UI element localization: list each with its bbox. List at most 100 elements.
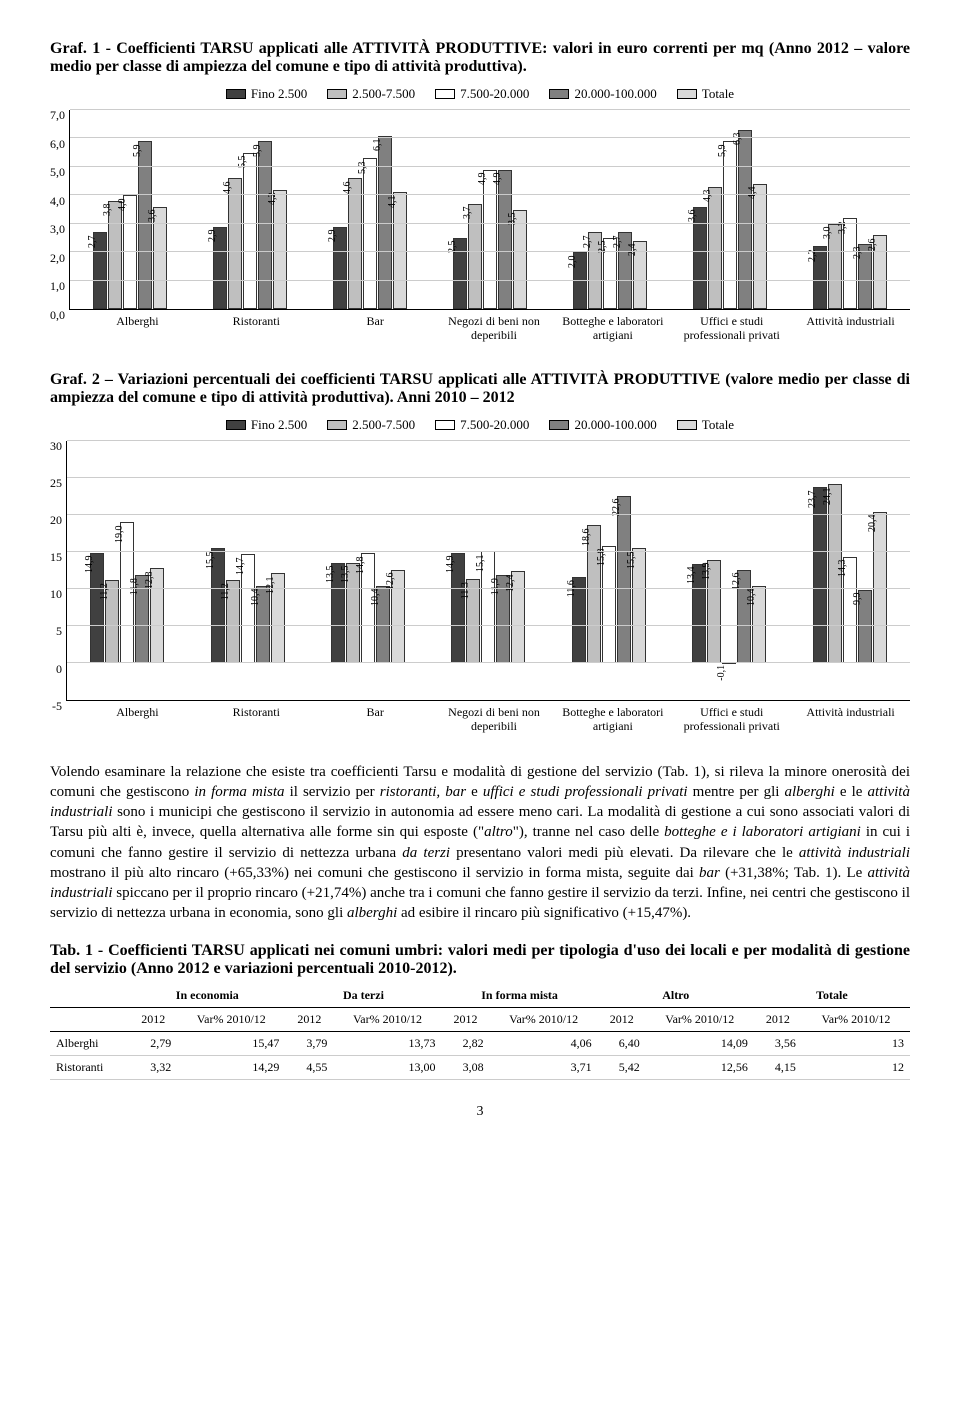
table-group-header: Da terzi (285, 984, 441, 1008)
bar: 2,3 (858, 244, 872, 309)
bar-group: 2,53,74,94,93,5 (453, 110, 527, 309)
bar-group: 2,94,65,55,94,2 (213, 110, 287, 309)
category-label: Botteghe e laboratori artigiani (553, 314, 672, 343)
bar: 2,2 (813, 246, 827, 309)
category-label: Alberghi (78, 314, 197, 343)
bar: 4,0 (123, 195, 137, 309)
bar: 14,3 (843, 557, 857, 663)
table-row: Alberghi2,7915,473,7913,732,824,066,4014… (50, 1031, 910, 1055)
page-number: 3 (50, 1104, 910, 1120)
bar: 14,9 (90, 553, 104, 663)
bar: 2,4 (633, 241, 647, 309)
bar: 10,4 (256, 586, 270, 663)
legend-item: 20.000-100.000 (549, 417, 656, 433)
bar: 4,4 (753, 184, 767, 309)
category-label: Bar (316, 314, 435, 343)
bar: 5,9 (723, 141, 737, 309)
category-label: Bar (316, 705, 435, 734)
bar: 12,4 (511, 571, 525, 663)
table-sub-header: Var% 2010/12 (333, 1007, 441, 1031)
bar: 2,7 (93, 232, 107, 309)
bar: 14,7 (241, 554, 255, 663)
bar: 4,6 (228, 178, 242, 309)
table1: In economiaDa terziIn forma mistaAltroTo… (50, 984, 910, 1080)
table-sub-header: Var% 2010/12 (646, 1007, 754, 1031)
bar: 23,7 (813, 487, 827, 662)
bar-group: 23,724,114,39,920,4 (813, 441, 887, 700)
table-sub-header (50, 1007, 129, 1031)
chart1: 0,01,02,03,04,05,06,07,0 2,73,84,05,93,6… (50, 110, 910, 343)
bar-group: 13,513,514,810,412,6 (331, 441, 405, 700)
bar-group: 15,511,214,710,412,1 (211, 441, 285, 700)
bar: 15,5 (632, 548, 646, 663)
bar: 15,1 (481, 551, 495, 663)
bar: 11,3 (466, 579, 480, 663)
bar: 12,6 (737, 570, 751, 663)
table-sub-header: Var% 2010/12 (177, 1007, 285, 1031)
bar: 3,0 (828, 224, 842, 309)
category-label: Attività industriali (791, 705, 910, 734)
bar: 3,2 (843, 218, 857, 309)
legend-item: 20.000-100.000 (549, 86, 656, 102)
category-label: Ristoranti (197, 705, 316, 734)
bar-group: 11,618,615,822,615,5 (572, 441, 646, 700)
bar-group: 14,911,315,111,912,4 (451, 441, 525, 700)
bar: 2,6 (873, 235, 887, 309)
bar: 15,8 (602, 546, 616, 663)
bar: 4,2 (273, 190, 287, 309)
table-sub-header: 2012 (129, 1007, 177, 1031)
bar: 11,2 (105, 580, 119, 663)
legend-item: Totale (677, 417, 734, 433)
bar: 15,5 (211, 548, 225, 663)
table-sub-header: 2012 (285, 1007, 333, 1031)
bar: 6,3 (738, 130, 752, 309)
chart1-title: Graf. 1 - Coefficienti TARSU applicati a… (50, 40, 910, 76)
category-label: Alberghi (78, 705, 197, 734)
table-sub-header: 2012 (442, 1007, 490, 1031)
legend-item: Fino 2.500 (226, 86, 307, 102)
bar: 5,5 (243, 153, 257, 309)
legend-item: Fino 2.500 (226, 417, 307, 433)
bar: -0,1 (722, 662, 736, 664)
bar: 14,8 (361, 553, 375, 663)
chart1-legend: Fino 2.5002.500-7.5007.500-20.00020.000-… (50, 86, 910, 102)
bar: 3,6 (693, 207, 707, 309)
table-sub-header: Var% 2010/12 (490, 1007, 598, 1031)
bar: 9,9 (858, 590, 872, 663)
legend-item: 7.500-20.000 (435, 417, 529, 433)
bar: 2,9 (213, 227, 227, 309)
bar: 2,9 (333, 227, 347, 309)
bar: 11,6 (572, 577, 586, 663)
table-group-header: Totale (754, 984, 910, 1008)
bar: 4,6 (348, 178, 362, 309)
bar: 4,1 (393, 192, 407, 309)
category-label: Ristoranti (197, 314, 316, 343)
bar-group: 3,64,35,96,34,4 (693, 110, 767, 309)
bar: 20,4 (873, 512, 887, 663)
bar: 4,9 (498, 170, 512, 309)
legend-item: 2.500-7.500 (327, 86, 415, 102)
bar: 3,8 (108, 201, 122, 309)
bar: 12,6 (391, 570, 405, 663)
chart2-legend: Fino 2.500 2.500-7.500 7.500-20.000 20.000-… (50, 417, 910, 433)
bar: 14,9 (451, 553, 465, 663)
table-group-header: In forma mista (442, 984, 598, 1008)
bar: 2,5 (603, 238, 617, 309)
bar: 4,9 (483, 170, 497, 309)
bar: 5,9 (138, 141, 152, 309)
category-label: Attività industriali (791, 314, 910, 343)
bar-group: 2,23,03,22,32,6 (813, 110, 887, 309)
legend-item: 2.500-7.500 (327, 417, 415, 433)
table-group-header: Altro (598, 984, 754, 1008)
table-group-header (50, 984, 129, 1008)
bar: 2,0 (573, 252, 587, 309)
bar-group: 2,02,72,52,72,4 (573, 110, 647, 309)
bar: 12,8 (150, 568, 164, 663)
bar: 11,2 (226, 580, 240, 663)
bar: 13,9 (707, 560, 721, 663)
table-sub-header: Var% 2010/12 (802, 1007, 910, 1031)
bar: 10,4 (752, 586, 766, 663)
bar: 3,7 (468, 204, 482, 309)
chart2: -5051015202530 14,911,219,011,812,815,51… (50, 441, 910, 734)
bar: 22,6 (617, 496, 631, 663)
